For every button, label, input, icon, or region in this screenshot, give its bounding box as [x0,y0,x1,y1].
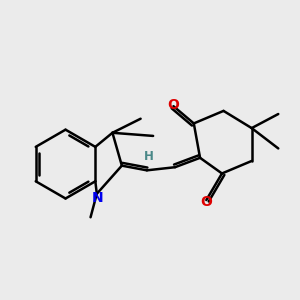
Text: O: O [167,98,179,112]
Text: O: O [200,195,212,208]
Text: N: N [92,190,103,205]
Text: H: H [143,150,153,163]
